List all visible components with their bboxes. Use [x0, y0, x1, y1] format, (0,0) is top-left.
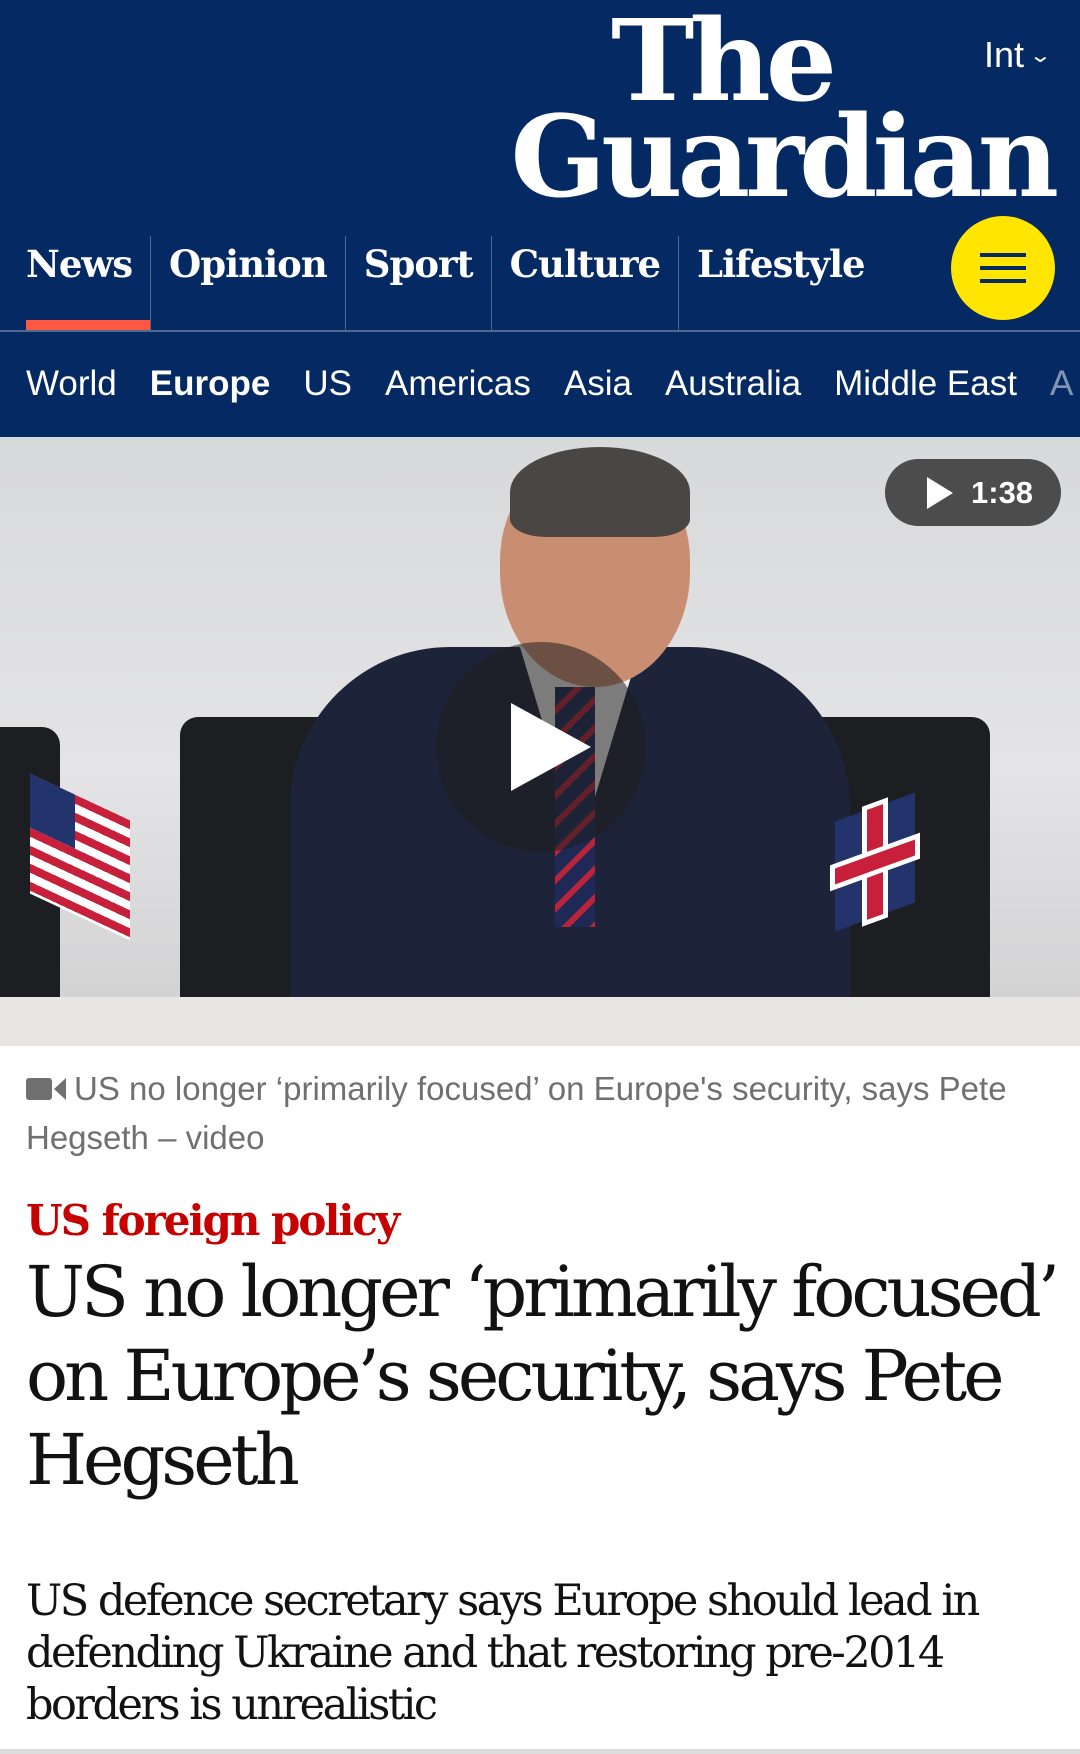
pillar-culture[interactable]: Culture: [490, 236, 678, 330]
divider: [0, 330, 1080, 332]
site-header: Int ⌄ The Guardian News Opinion Sport Cu…: [0, 0, 1080, 437]
active-underline: [26, 320, 151, 330]
subnav-asia[interactable]: Asia: [563, 364, 632, 403]
chevron-down-icon: ⌄: [1028, 44, 1053, 67]
subnav-australia[interactable]: Australia: [664, 364, 802, 403]
duration-badge[interactable]: 1:38: [885, 459, 1061, 526]
divider: [0, 1749, 1080, 1754]
play-icon: [927, 476, 953, 509]
guardian-logo[interactable]: The Guardian: [510, 0, 1059, 224]
section-subnav: World Europe US Americas Asia Australia …: [26, 364, 1080, 404]
menu-button[interactable]: [951, 216, 1055, 320]
pillar-news[interactable]: News: [0, 236, 151, 330]
play-button[interactable]: [436, 642, 646, 852]
pillar-nav: News Opinion Sport Culture Lifestyle: [0, 236, 883, 330]
edition-label: Int: [984, 34, 1025, 75]
video-player[interactable]: 1:38: [0, 437, 1080, 1046]
hamburger-menu-icon: [980, 253, 1026, 257]
pillar-sport[interactable]: Sport: [344, 236, 491, 330]
subnav-more[interactable]: A: [1049, 364, 1074, 403]
pillar-lifestyle[interactable]: Lifestyle: [678, 236, 883, 330]
article-headline: US no longer ‘primarily focused’ on Euro…: [26, 1251, 1060, 1501]
subnav-europe[interactable]: Europe: [149, 364, 271, 403]
article-kicker[interactable]: US foreign policy: [26, 1196, 400, 1245]
article-standfirst: US defence secretary says Europe should …: [26, 1576, 980, 1730]
subnav-americas[interactable]: Americas: [384, 364, 531, 403]
video-camera-icon: [26, 1076, 68, 1102]
subnav-middle-east[interactable]: Middle East: [834, 364, 1017, 403]
media-caption: US no longer ‘primarily focused’ on Euro…: [26, 1070, 1007, 1156]
edition-selector[interactable]: Int ⌄: [984, 34, 1053, 76]
subnav-world[interactable]: World: [26, 364, 117, 403]
subnav-us[interactable]: US: [303, 364, 352, 403]
pillar-opinion[interactable]: Opinion: [150, 236, 345, 330]
